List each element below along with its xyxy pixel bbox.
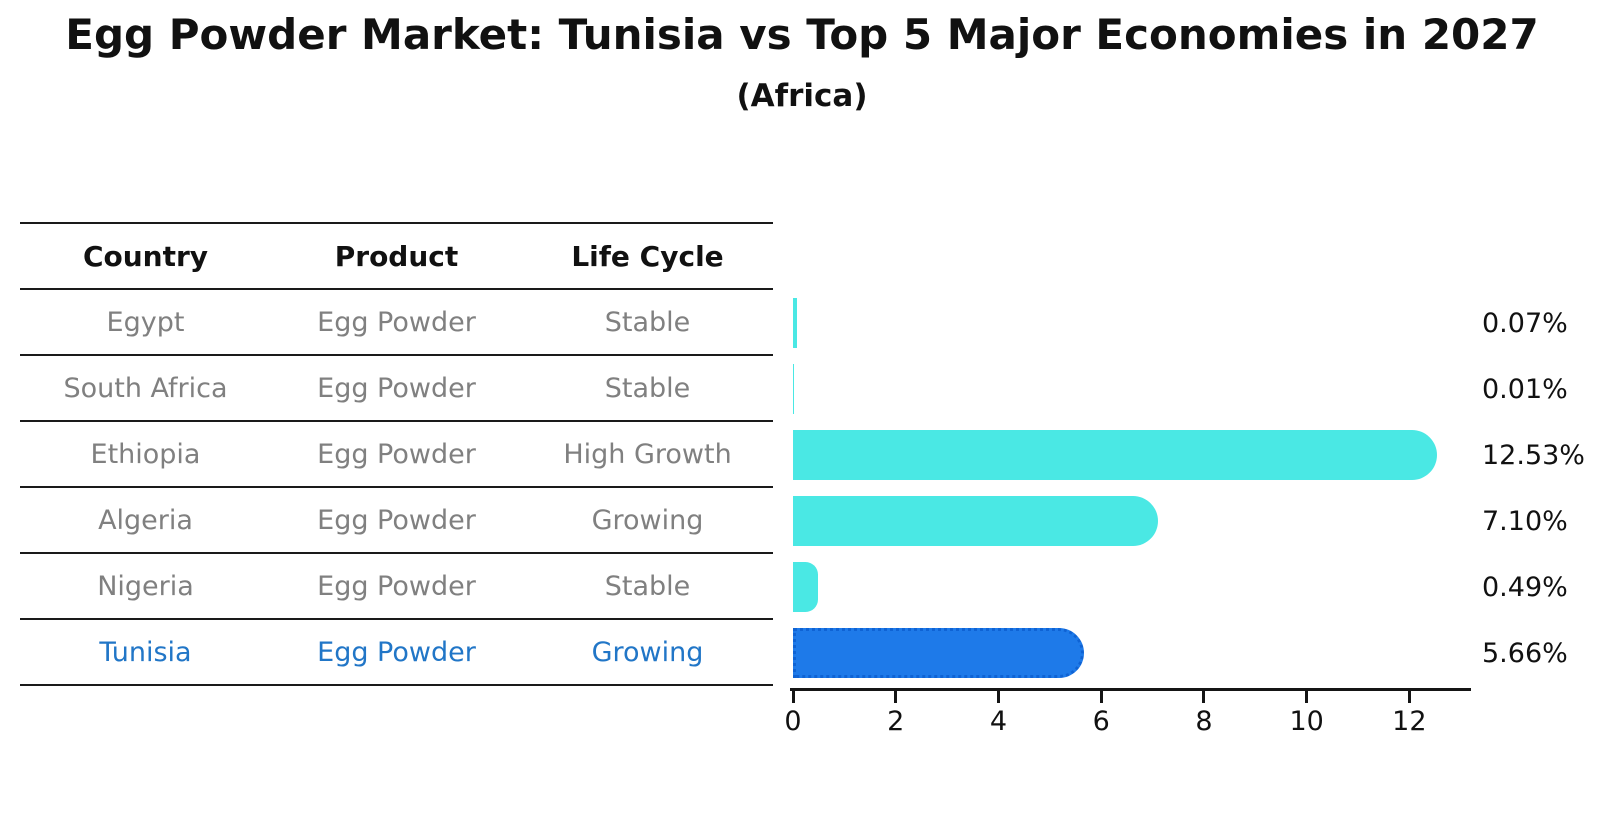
table-header-country: Country [82, 239, 209, 273]
bar-tunisia [793, 628, 1084, 678]
table-cell-product: Egg Powder [317, 636, 476, 668]
x-axis-line [790, 688, 1471, 691]
table-body: Egypt Egg Powder Stable 0.07% South Afri… [0, 290, 1604, 686]
table-cell-country: Egypt [106, 306, 185, 338]
table-row-cells: Algeria Egg Powder Growing [20, 488, 773, 554]
bar-value-label: 0.07% [1482, 307, 1568, 339]
table-row-cells: Egypt Egg Powder Stable [20, 290, 773, 356]
table-header-cells: Country Product Life Cycle [20, 222, 773, 290]
table-cell-life-cycle: Stable [604, 570, 691, 602]
bar-south-africa [793, 364, 794, 414]
table-cell-product: Egg Powder [317, 504, 476, 536]
x-axis-tick-label: 0 [784, 706, 802, 737]
table-cell-life-cycle: Stable [604, 306, 691, 338]
table-row-tunisia: Tunisia Egg Powder Growing 5.66% [0, 620, 1604, 686]
table-cell-product: Egg Powder [317, 438, 476, 470]
x-axis-tick [996, 691, 1000, 703]
table-row-egypt: Egypt Egg Powder Stable 0.07% [0, 290, 1604, 356]
x-axis-tick-label: 4 [989, 706, 1008, 737]
table-and-bars: Country Product Life Cycle Egypt Egg Pow… [0, 222, 1604, 686]
table-header-product: Product [334, 239, 459, 273]
table-cell-country: Ethiopia [90, 438, 201, 470]
table-cell-product: Egg Powder [317, 372, 476, 404]
table-header-life-cycle: Life Cycle [571, 239, 724, 273]
bar-value-label: 5.66% [1482, 637, 1568, 669]
table-cell-country: Tunisia [99, 636, 192, 668]
bar-algeria [793, 496, 1158, 546]
x-axis-tick [1099, 691, 1103, 703]
table-row-algeria: Algeria Egg Powder Growing 7.10% [0, 488, 1604, 554]
table-cell-life-cycle: Growing [591, 636, 704, 668]
bar-value-label: 12.53% [1482, 439, 1585, 471]
table-cell-product: Egg Powder [317, 570, 476, 602]
table-row-south-africa: South Africa Egg Powder Stable 0.01% [0, 356, 1604, 422]
table-cell-life-cycle: Growing [591, 504, 704, 536]
x-axis-tick-label: 12 [1392, 706, 1427, 737]
x-axis-tick [1407, 691, 1411, 703]
chart-subtitle: (Africa) [736, 78, 868, 114]
x-axis-tick [1305, 691, 1309, 703]
bar-ethiopia [793, 430, 1437, 480]
chart-title: Egg Powder Market: Tunisia vs Top 5 Majo… [65, 10, 1539, 59]
table-row-cells: South Africa Egg Powder Stable [20, 356, 773, 422]
table-row-cells: Nigeria Egg Powder Stable [20, 554, 773, 620]
table-cell-country: South Africa [63, 372, 228, 404]
table-cell-country: Algeria [98, 504, 193, 536]
bar-nigeria [793, 562, 819, 612]
table-cell-country: Nigeria [97, 570, 194, 602]
table-row-nigeria: Nigeria Egg Powder Stable 0.49% [0, 554, 1604, 620]
table-cell-product: Egg Powder [317, 306, 476, 338]
bar-value-label: 7.10% [1482, 505, 1568, 537]
x-axis-tick [894, 691, 898, 703]
bar-egypt [793, 298, 797, 348]
x-axis-tick-label: 6 [1092, 706, 1110, 737]
x-axis-tick-label: 8 [1195, 706, 1213, 737]
x-axis-tick [1202, 691, 1206, 703]
table-header-row: Country Product Life Cycle [0, 222, 1604, 290]
x-axis-tick-label: 10 [1289, 706, 1324, 737]
x-axis-tick-label: 2 [887, 706, 905, 737]
bar-value-label: 0.01% [1482, 373, 1568, 405]
bar-value-label: 0.49% [1482, 571, 1568, 603]
x-axis-tick [791, 691, 795, 703]
table-cell-life-cycle: Stable [604, 372, 691, 404]
table-row-cells: Ethiopia Egg Powder High Growth [20, 422, 773, 488]
table-row-cells: Tunisia Egg Powder Growing [20, 620, 773, 686]
table-row-ethiopia: Ethiopia Egg Powder High Growth 12.53% [0, 422, 1604, 488]
table-cell-life-cycle: High Growth [563, 438, 732, 470]
